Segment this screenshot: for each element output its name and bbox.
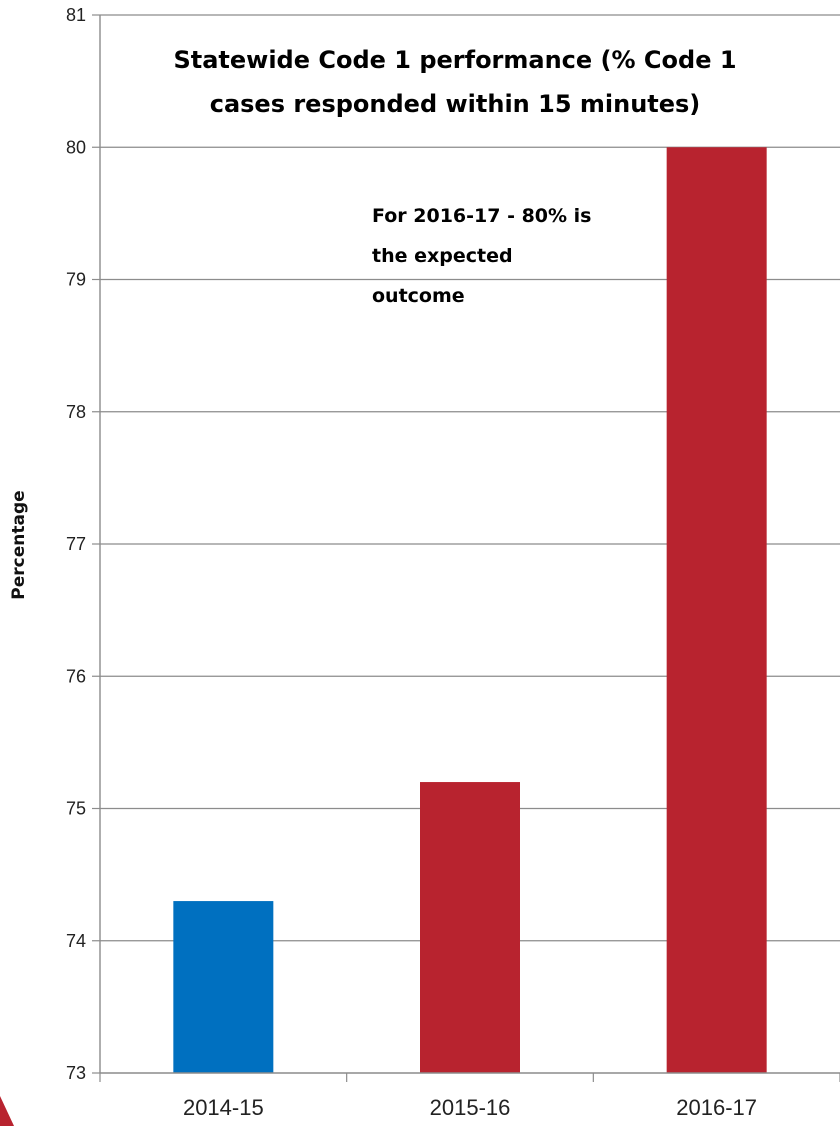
gridlines [100,14,840,942]
x-tick-label: 2016-17 [676,1095,757,1120]
annotation-line-2: the expected [372,245,513,267]
corner-logo-fragment [0,1096,14,1126]
bars [173,147,767,1073]
y-tick-label: 73 [66,1063,86,1083]
annotation-line-3: outcome [372,285,465,307]
y-tick-labels: 73 74 75 76 77 78 79 80 81 [66,5,86,1083]
bar-2014-15 [173,901,274,1073]
annotation-line-1: For 2016-17 - 80% is [372,205,591,227]
chart-title-line-2: cases responded within 15 minutes) [210,90,701,118]
y-tick-label: 75 [66,799,86,819]
y-tick-label: 81 [66,5,86,25]
axes [92,14,840,1082]
y-tick-label: 78 [66,402,86,422]
x-tick-labels: 2014-15 2015-16 2016-17 [183,1095,757,1120]
y-axis-label: Percentage [9,490,29,599]
y-tick-label: 76 [66,666,86,686]
bar-2015-16 [420,782,520,1073]
x-tick-label: 2015-16 [430,1095,511,1120]
bar-2016-17 [666,147,767,1073]
y-tick-label: 80 [66,137,86,157]
x-tick-label: 2014-15 [183,1095,264,1120]
chart-title-line-1: Statewide Code 1 performance (% Code 1 [173,46,736,74]
y-tick-label: 79 [66,270,86,290]
y-tick-label: 77 [66,534,86,554]
y-tick-label: 74 [66,931,86,951]
